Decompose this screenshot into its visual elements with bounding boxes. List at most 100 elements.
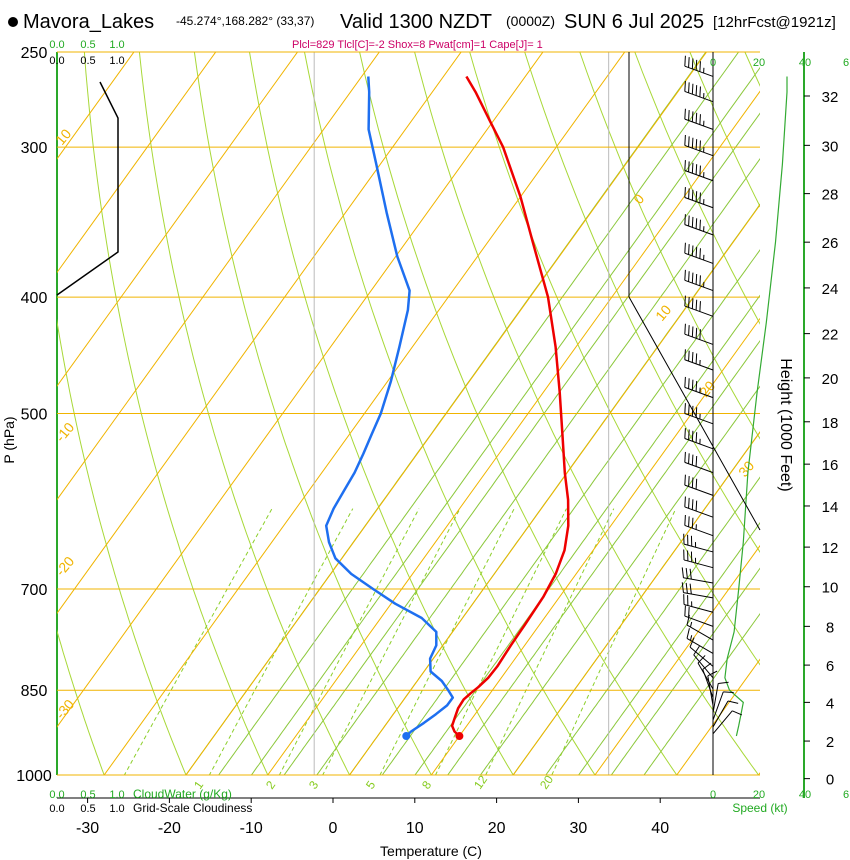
wind-barb (684, 160, 714, 182)
isotherm-line (348, 204, 760, 775)
wind-barb-feather (707, 670, 718, 677)
wind-barb (684, 242, 714, 264)
height-tick-label: 14 (822, 499, 839, 516)
wind-barb-feather (688, 136, 690, 147)
height-tick-label: 12 (822, 540, 839, 557)
x-axis-title: Temperature (C) (380, 843, 482, 859)
wind-barb-feather (695, 273, 698, 285)
wind-barb-shaft (712, 683, 719, 714)
wind-barb-shaft (684, 170, 714, 182)
wind-barb (684, 403, 714, 425)
wind-barb-shaft (684, 197, 714, 209)
wind-barb (686, 614, 714, 641)
wind-barb-feather (688, 350, 690, 362)
wind-barb-feather (688, 188, 690, 199)
wind-barb (683, 594, 714, 613)
wind-barb (684, 376, 714, 399)
wind-barb-shaft (684, 461, 714, 474)
speed-bottom-tick: 40 (799, 789, 811, 801)
wind-barb-feather (684, 295, 686, 307)
wind-barb-feather (691, 137, 694, 149)
cloudwater-bottom-tick: 0.5 (80, 789, 95, 801)
height-tick-label: 26 (822, 235, 839, 252)
wind-barb-feather (699, 248, 701, 259)
wind-barb-feather (684, 134, 686, 146)
wind-barb-shaft (684, 386, 714, 399)
wind-barb-feather (695, 455, 698, 467)
dry-adiabat-line (359, 52, 678, 775)
wind-barb-shaft (686, 624, 714, 641)
cloudwater-top-tick: 1.0 (109, 39, 124, 51)
pressure-tick-label: 850 (21, 683, 48, 700)
moist-adiabat-line (414, 294, 760, 775)
isotherm-label: -20 (52, 553, 77, 579)
moist-adiabat-line (316, 158, 760, 775)
height-axis-title: Height (1000 Feet) (777, 358, 794, 491)
wind-barb (684, 474, 714, 496)
dry-adiabat-line (57, 318, 187, 775)
forecast-info: [12hrFcst@1921z] (713, 14, 836, 31)
cloudiness-bottom-tick: 0.5 (80, 803, 95, 815)
wind-barb-shaft (684, 144, 714, 157)
wind-barb-layer (681, 55, 788, 737)
mixing-ratio-label: 3 (306, 778, 321, 792)
wind-barb-feather (699, 219, 701, 231)
wind-barb-feather (685, 582, 688, 594)
wind-barb (684, 214, 714, 236)
wind-barb-feather (688, 378, 690, 389)
wind-barb-feather (699, 329, 701, 340)
wind-barb-feather (686, 614, 690, 626)
wind-barb-shaft (712, 700, 729, 728)
wind-barb-feather (695, 164, 698, 175)
wind-barb-shaft (684, 484, 714, 496)
wind-barb-feather (693, 645, 700, 656)
dry-adiabat-line (138, 52, 351, 775)
wind-barb-feather (699, 165, 701, 176)
wind-barb-feather (691, 430, 694, 442)
wind-barb-feather (688, 429, 690, 440)
wind-barb-feather (691, 245, 694, 256)
wind-barb-feather (684, 376, 686, 388)
wind-barb-shaft (689, 646, 714, 667)
height-tick-label: 22 (822, 327, 839, 344)
dewpoint-profile-line (324, 76, 455, 737)
wind-barb-feather (684, 108, 686, 120)
wind-barb-feather (684, 349, 686, 360)
cloudwater-bottom-tick: 0.0 (49, 789, 64, 801)
mixing-ratio-line (208, 508, 354, 775)
cloudiness-bottom-tick: 0.0 (49, 803, 64, 815)
wind-barb-feather (684, 80, 686, 92)
wind-barb-shaft (684, 118, 714, 130)
wind-barb (684, 55, 714, 77)
cloudiness-label: Grid-Scale Cloudiness (133, 801, 252, 815)
wind-barb-feather (695, 353, 698, 364)
height-tick-label: 24 (822, 281, 839, 298)
wind-barb-feather (688, 516, 690, 527)
wind-barb-feather (727, 700, 739, 704)
wind-barb-shaft (707, 675, 714, 706)
wind-barb-feather (681, 582, 684, 593)
wind-barb-feather (691, 499, 694, 510)
wind-speed-line (724, 76, 788, 737)
wind-barb-feather (695, 112, 698, 124)
wind-barb-feather (699, 61, 701, 72)
wind-barb-shaft (684, 90, 714, 103)
wind-barb-shaft (684, 305, 714, 317)
isotherm-label: 30 (735, 458, 757, 480)
moist-adiabat-line (283, 112, 760, 775)
wind-barb-feather (695, 500, 698, 512)
mixing-ratio-label: 8 (419, 778, 434, 792)
height-tick-label: 18 (822, 415, 839, 432)
dry-adiabat-line (83, 52, 269, 775)
wind-barb-feather (684, 605, 686, 617)
wind-barb-feather (695, 381, 698, 392)
wind-barb-shaft (684, 438, 714, 450)
wind-barb-half-feather (689, 621, 693, 628)
wind-barb-shaft (684, 224, 714, 236)
wind-barb (684, 323, 714, 345)
dry-adiabat-line (248, 52, 514, 775)
wind-barb-feather (688, 271, 690, 282)
x-tick-label: 0 (329, 820, 338, 837)
wind-barb-shaft (686, 637, 714, 654)
height-tick-label: 28 (822, 187, 839, 204)
